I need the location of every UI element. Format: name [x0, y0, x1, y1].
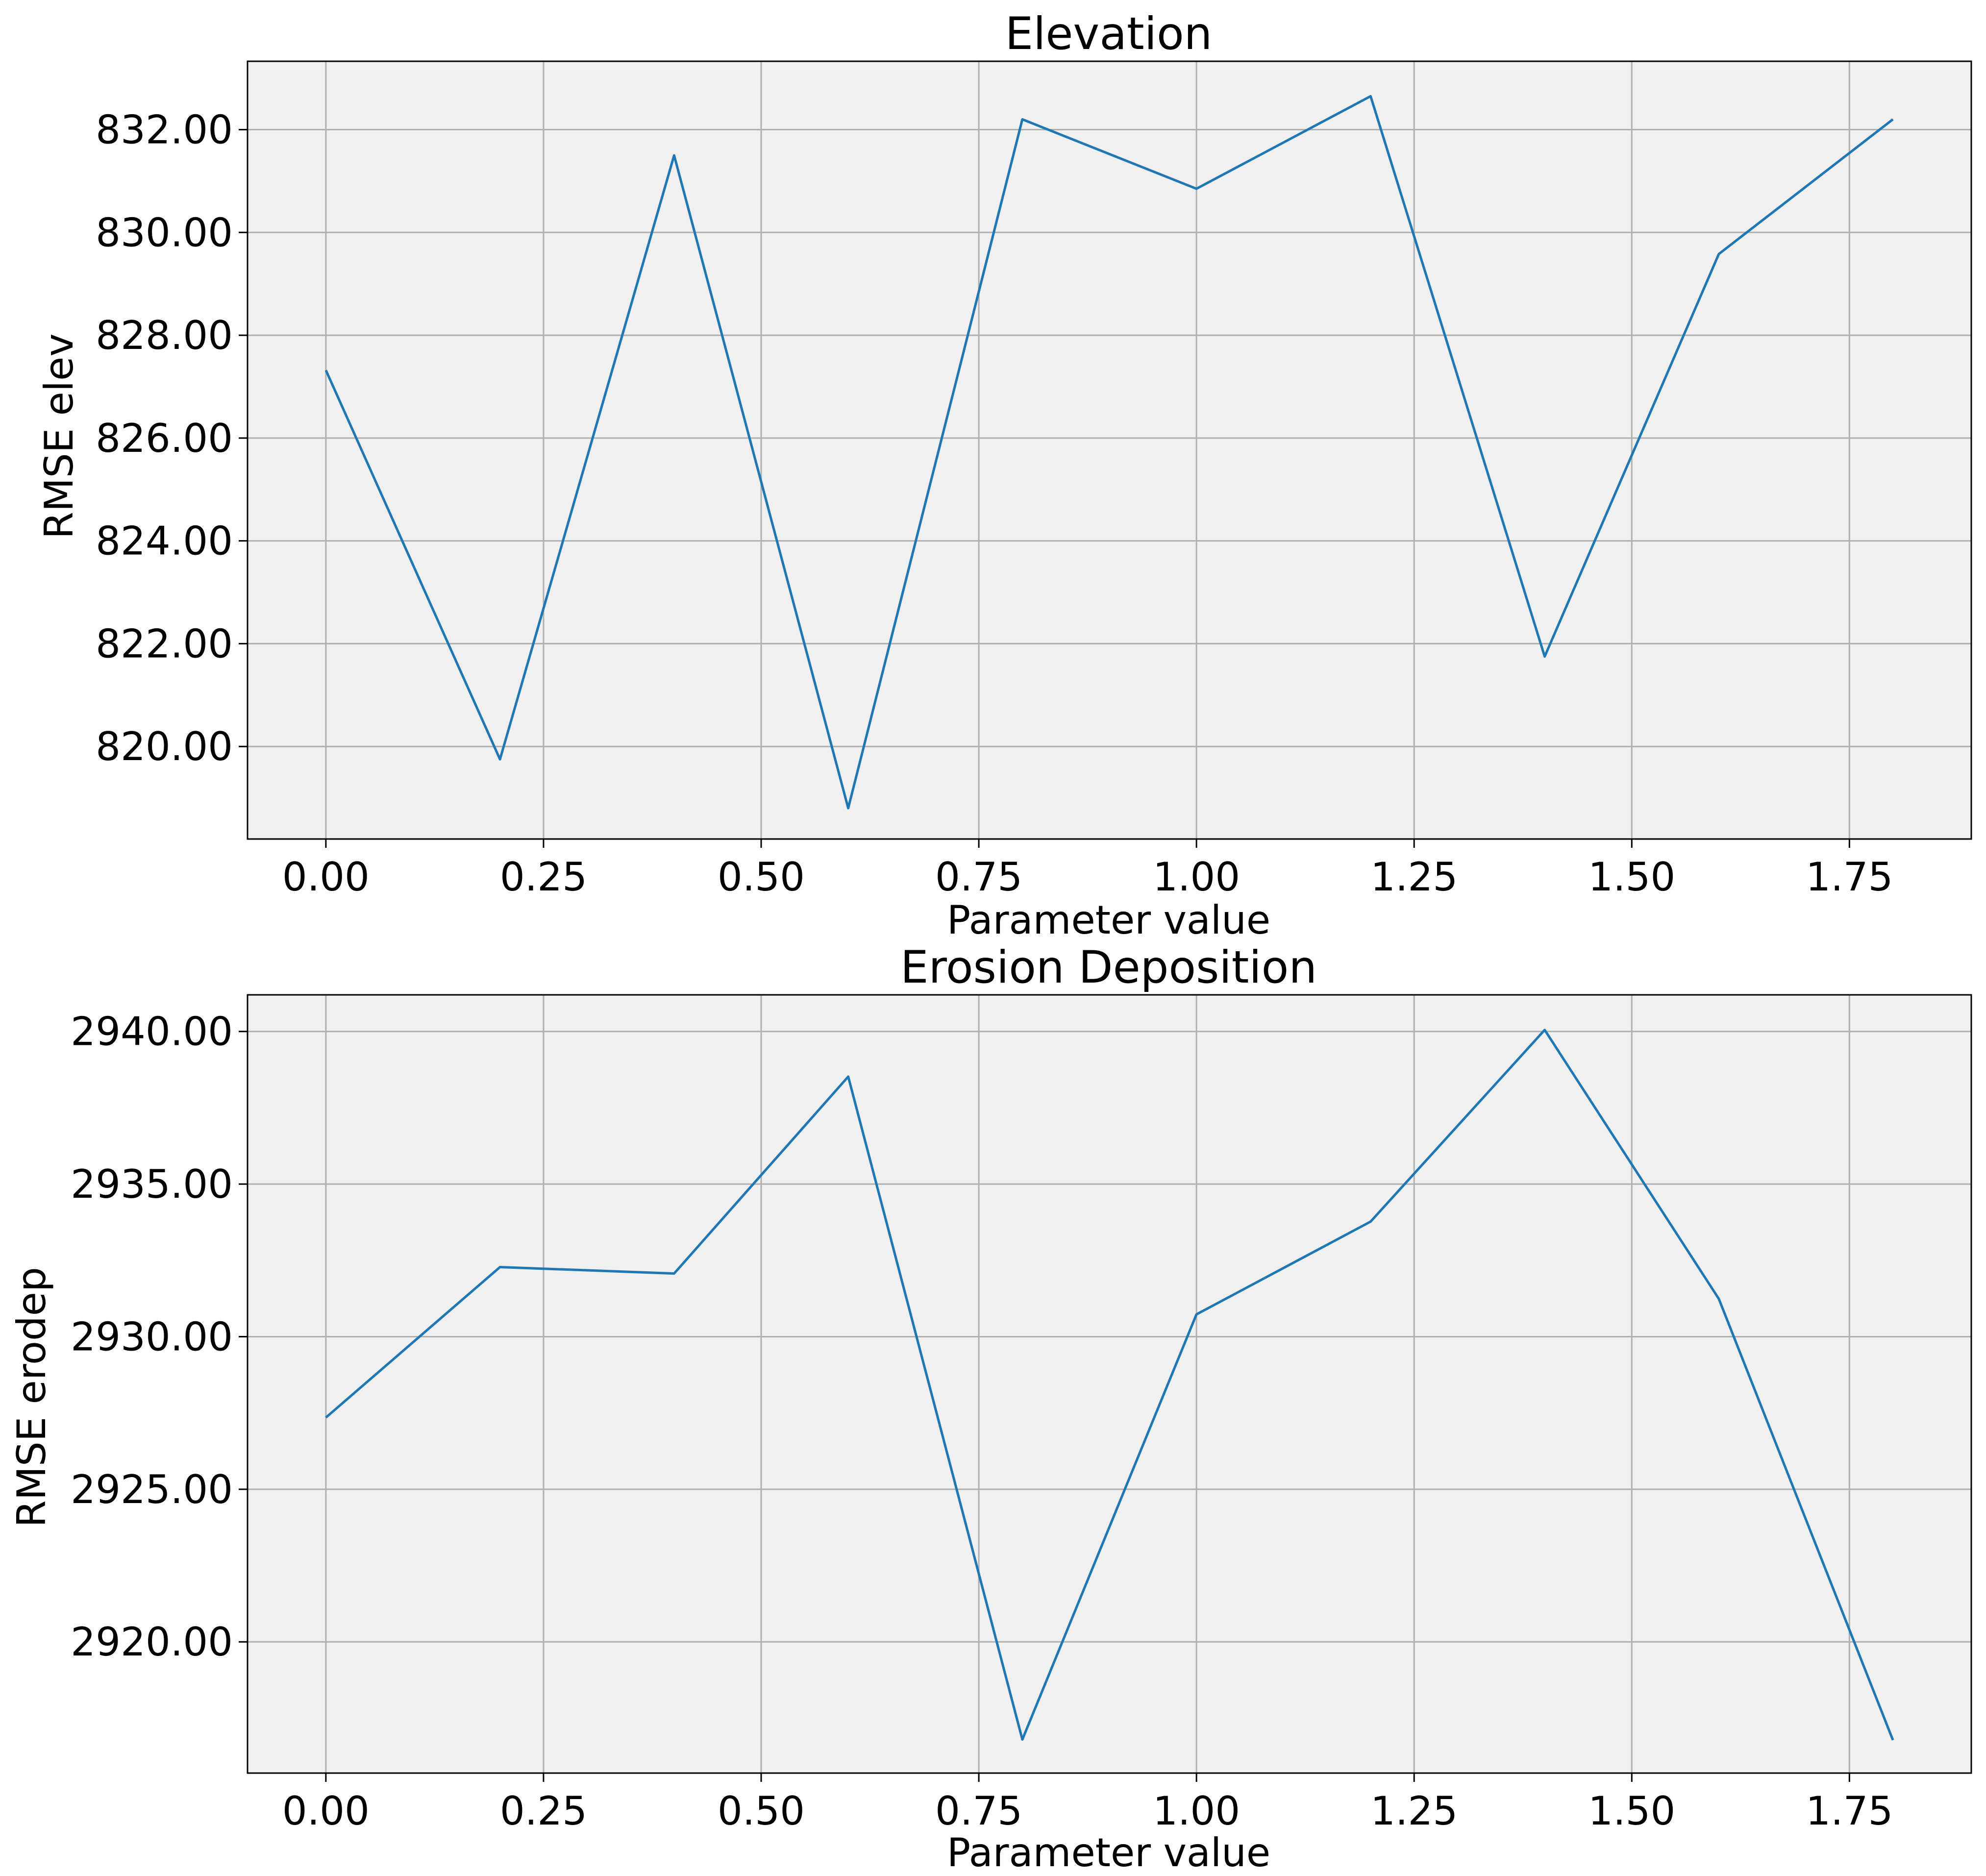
- y-tick-label: 2935.00: [71, 1161, 233, 1207]
- plot-background: [248, 61, 1971, 839]
- x-tick-label: 0.00: [282, 854, 370, 900]
- y-tick-label: 2930.00: [71, 1314, 233, 1359]
- x-tick-label: 1.50: [1588, 854, 1675, 900]
- y-tick-label: 828.00: [96, 313, 233, 358]
- elevation-chart: 0.00 0.25 0.50 0.75 1.00 1.25 1.50 1.75 820.00 82…: [36, 8, 1972, 943]
- y-axis-label: RMSE elev: [36, 333, 82, 539]
- x-tick-label: 1.25: [1370, 1788, 1458, 1834]
- y-tick-label: 2940.00: [71, 1009, 233, 1055]
- y-tick-label: 2920.00: [71, 1619, 233, 1665]
- y-axis-label: RMSE erodep: [9, 1267, 54, 1527]
- x-axis-label: Parameter value: [947, 897, 1270, 943]
- y-tick-label: 2925.00: [71, 1467, 233, 1512]
- series-line: [325, 1029, 1894, 1741]
- x-tick-label: 1.75: [1806, 854, 1893, 900]
- plot-area: 0.00 0.25 0.50 0.75 1.00 1.25 1.50 1.75 2920.00 2…: [71, 994, 1972, 1834]
- y-tick-label: 822.00: [96, 621, 233, 666]
- x-axis-label: Parameter value: [947, 1830, 1270, 1876]
- x-tick-label: 0.75: [935, 854, 1022, 900]
- chart-title: Elevation: [1005, 8, 1213, 60]
- y-tick-label: 832.00: [96, 107, 233, 153]
- y-tick-label: 826.00: [96, 416, 233, 461]
- y-tick-label: 820.00: [96, 724, 233, 769]
- x-tick-label: 0.50: [718, 1788, 805, 1834]
- x-tick-label: 0.75: [935, 1788, 1022, 1834]
- x-tick-label: 1.50: [1588, 1788, 1675, 1834]
- chart-title: Erosion Deposition: [900, 942, 1317, 993]
- plot-background: [248, 995, 1971, 1773]
- plot-frame: [247, 994, 1972, 1774]
- x-tick-label: 0.50: [718, 854, 805, 900]
- x-tick-label: 1.25: [1370, 854, 1458, 900]
- x-tick-label: 0.25: [500, 854, 587, 900]
- y-tick-label: 824.00: [96, 518, 233, 564]
- x-tick-label: 0.25: [500, 1788, 587, 1834]
- x-tick-label: 0.00: [282, 1788, 370, 1834]
- plot-frame: [247, 60, 1972, 840]
- y-tick-label: 830.00: [96, 210, 233, 255]
- x-tick-label: 1.00: [1153, 854, 1240, 900]
- erosion-deposition-chart: 0.00 0.25 0.50 0.75 1.00 1.25 1.50 1.75 2920.00 2…: [9, 942, 1972, 1876]
- series-line: [324, 95, 1894, 810]
- plot-area: 0.00 0.25 0.50 0.75 1.00 1.25 1.50 1.75 820.00 82…: [96, 60, 1972, 900]
- x-tick-label: 1.75: [1806, 1788, 1893, 1834]
- x-tick-label: 1.00: [1153, 1788, 1240, 1834]
